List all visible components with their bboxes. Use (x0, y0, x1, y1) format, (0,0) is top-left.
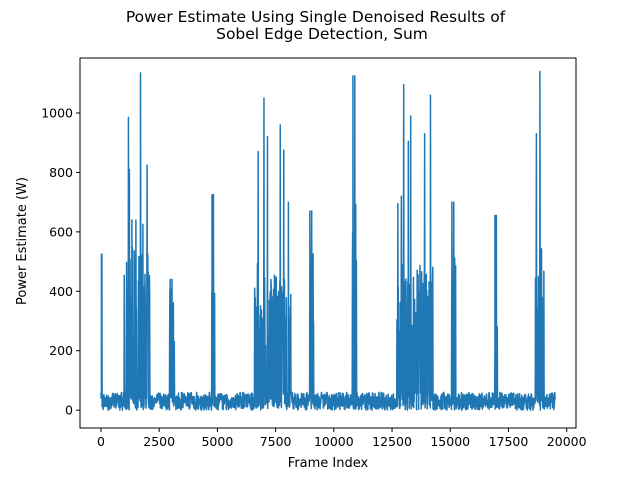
x-tick-label: 12500 (372, 434, 412, 449)
chart-title-line-1: Power Estimate Using Single Denoised Res… (126, 8, 506, 26)
y-tick-label: 0 (65, 403, 73, 418)
chart-title-line-2: Sobel Edge Detection, Sum (216, 25, 428, 43)
y-tick-label: 200 (49, 343, 73, 358)
series-line-power-estimate (100, 70, 556, 411)
y-tick-label: 800 (49, 165, 73, 180)
axes-frame (79, 57, 577, 429)
x-tick-label: 15000 (430, 434, 470, 449)
x-tick-label: 20000 (547, 434, 587, 449)
y-tick-label: 1000 (41, 105, 73, 120)
x-axis-ticks: 0 2500 5000 7500 10000 12500 15000 17500 20000 (97, 428, 587, 449)
chart-title: Power Estimate Using Single Denoised Res… (126, 8, 510, 43)
y-tick-label: 400 (49, 284, 73, 299)
x-axis-label: Frame Index (288, 456, 369, 471)
plot-area (79, 57, 577, 429)
series-layer (100, 70, 556, 411)
x-tick-label: 2500 (143, 434, 175, 449)
y-axis-ticks: 0 200 400 600 800 1000 (41, 105, 80, 418)
x-tick-label: 17500 (489, 434, 529, 449)
y-axis-label: Power Estimate (W) (15, 177, 30, 305)
y-tick-label: 600 (49, 224, 73, 239)
x-tick-label: 10000 (314, 434, 354, 449)
x-tick-label: 5000 (201, 434, 233, 449)
x-tick-label: 7500 (260, 434, 292, 449)
x-tick-label: 0 (97, 434, 105, 449)
